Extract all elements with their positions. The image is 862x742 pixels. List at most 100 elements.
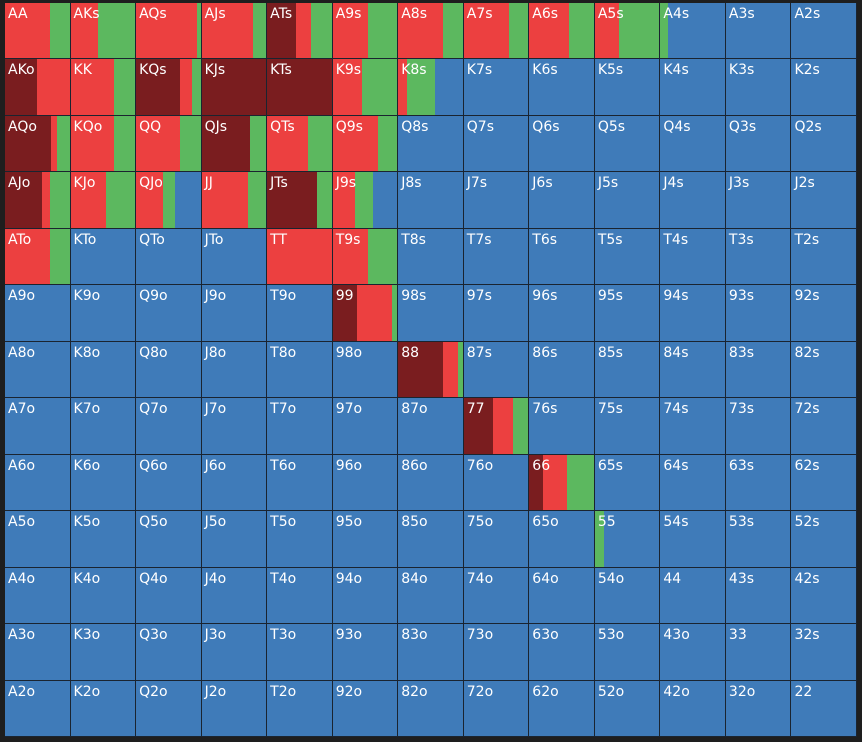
- hand-cell[interactable]: 74s: [660, 398, 726, 455]
- hand-cell[interactable]: Q6s: [529, 115, 595, 173]
- hand-cell[interactable]: A2o: [5, 680, 71, 737]
- hand-cell[interactable]: 55: [594, 511, 661, 568]
- hand-cell[interactable]: Q8s: [398, 115, 464, 173]
- hand-cell[interactable]: AJo: [5, 172, 71, 229]
- hand-cell[interactable]: A2s: [791, 3, 857, 60]
- hand-cell[interactable]: 32s: [791, 624, 857, 681]
- hand-cell[interactable]: 94s: [660, 285, 726, 342]
- hand-cell[interactable]: 43s: [725, 567, 792, 625]
- hand-cell[interactable]: AJs: [201, 3, 268, 60]
- hand-cell[interactable]: 42s: [791, 567, 857, 625]
- hand-cell[interactable]: 62s: [791, 454, 857, 512]
- hand-cell[interactable]: 86s: [529, 341, 595, 399]
- hand-cell[interactable]: 95s: [594, 285, 661, 342]
- hand-cell[interactable]: 93o: [332, 624, 399, 681]
- hand-cell[interactable]: T5o: [267, 511, 333, 568]
- hand-cell[interactable]: J8o: [201, 341, 268, 399]
- hand-cell[interactable]: K4o: [70, 567, 137, 625]
- hand-cell[interactable]: K2o: [70, 680, 137, 737]
- hand-cell[interactable]: Q7o: [136, 398, 202, 455]
- hand-cell[interactable]: A7s: [463, 3, 530, 60]
- hand-cell[interactable]: K7s: [463, 59, 530, 116]
- hand-cell[interactable]: 66: [529, 454, 595, 512]
- hand-cell[interactable]: J9o: [201, 285, 268, 342]
- hand-cell[interactable]: 65s: [594, 454, 661, 512]
- hand-cell[interactable]: 85s: [594, 341, 661, 399]
- hand-cell[interactable]: 76s: [529, 398, 595, 455]
- hand-cell[interactable]: A6s: [529, 3, 595, 60]
- hand-cell[interactable]: K8s: [398, 59, 464, 116]
- hand-cell[interactable]: A6o: [5, 454, 71, 512]
- hand-cell[interactable]: 92o: [332, 680, 399, 737]
- hand-cell[interactable]: 87s: [463, 341, 530, 399]
- hand-cell[interactable]: 54o: [594, 567, 661, 625]
- hand-cell[interactable]: J8s: [398, 172, 464, 229]
- hand-cell[interactable]: Q6o: [136, 454, 202, 512]
- hand-cell[interactable]: 22: [791, 680, 857, 737]
- hand-cell[interactable]: T2o: [267, 680, 333, 737]
- hand-cell[interactable]: Q4s: [660, 115, 726, 173]
- hand-cell[interactable]: T9o: [267, 285, 333, 342]
- hand-cell[interactable]: A8o: [5, 341, 71, 399]
- hand-cell[interactable]: T2s: [791, 228, 857, 286]
- hand-cell[interactable]: Q9s: [332, 115, 399, 173]
- hand-cell[interactable]: JJ: [201, 172, 268, 229]
- hand-cell[interactable]: 64s: [660, 454, 726, 512]
- hand-cell[interactable]: 83o: [398, 624, 464, 681]
- hand-cell[interactable]: 96o: [332, 454, 399, 512]
- hand-cell[interactable]: JTs: [267, 172, 333, 229]
- hand-cell[interactable]: J3o: [201, 624, 268, 681]
- hand-cell[interactable]: Q2o: [136, 680, 202, 737]
- hand-cell[interactable]: Q5o: [136, 511, 202, 568]
- hand-cell[interactable]: AQo: [5, 115, 71, 173]
- hand-cell[interactable]: J2s: [791, 172, 857, 229]
- hand-cell[interactable]: KK: [70, 59, 137, 116]
- hand-cell[interactable]: KTs: [267, 59, 333, 116]
- hand-cell[interactable]: 52s: [791, 511, 857, 568]
- hand-cell[interactable]: 65o: [529, 511, 595, 568]
- hand-cell[interactable]: JTo: [201, 228, 268, 286]
- hand-cell[interactable]: 83s: [725, 341, 792, 399]
- hand-cell[interactable]: 77: [463, 398, 530, 455]
- hand-cell[interactable]: 88: [398, 341, 464, 399]
- hand-cell[interactable]: KJs: [201, 59, 268, 116]
- hand-cell[interactable]: KJo: [70, 172, 137, 229]
- hand-cell[interactable]: 32o: [725, 680, 792, 737]
- hand-cell[interactable]: A5s: [594, 3, 661, 60]
- hand-cell[interactable]: QTo: [136, 228, 202, 286]
- hand-cell[interactable]: 73o: [463, 624, 530, 681]
- hand-cell[interactable]: AA: [5, 3, 71, 60]
- hand-cell[interactable]: T7o: [267, 398, 333, 455]
- hand-cell[interactable]: T6s: [529, 228, 595, 286]
- hand-cell[interactable]: T8o: [267, 341, 333, 399]
- hand-cell[interactable]: 84s: [660, 341, 726, 399]
- hand-cell[interactable]: A4o: [5, 567, 71, 625]
- hand-cell[interactable]: K5s: [594, 59, 661, 116]
- hand-cell[interactable]: 97s: [463, 285, 530, 342]
- hand-cell[interactable]: J2o: [201, 680, 268, 737]
- hand-cell[interactable]: A9o: [5, 285, 71, 342]
- hand-cell[interactable]: T7s: [463, 228, 530, 286]
- hand-cell[interactable]: J4o: [201, 567, 268, 625]
- hand-cell[interactable]: K6o: [70, 454, 137, 512]
- hand-cell[interactable]: 44: [660, 567, 726, 625]
- hand-cell[interactable]: K8o: [70, 341, 137, 399]
- hand-cell[interactable]: A3s: [725, 3, 792, 60]
- hand-cell[interactable]: T4o: [267, 567, 333, 625]
- hand-cell[interactable]: 33: [725, 624, 792, 681]
- hand-cell[interactable]: T6o: [267, 454, 333, 512]
- hand-cell[interactable]: 43o: [660, 624, 726, 681]
- hand-cell[interactable]: Q3o: [136, 624, 202, 681]
- hand-cell[interactable]: QQ: [136, 115, 202, 173]
- hand-cell[interactable]: 86o: [398, 454, 464, 512]
- hand-cell[interactable]: 73s: [725, 398, 792, 455]
- hand-cell[interactable]: Q3s: [725, 115, 792, 173]
- hand-cell[interactable]: K9s: [332, 59, 399, 116]
- hand-cell[interactable]: K3o: [70, 624, 137, 681]
- hand-cell[interactable]: J5o: [201, 511, 268, 568]
- hand-cell[interactable]: T3o: [267, 624, 333, 681]
- hand-cell[interactable]: 53o: [594, 624, 661, 681]
- hand-cell[interactable]: K4s: [660, 59, 726, 116]
- hand-cell[interactable]: 82s: [791, 341, 857, 399]
- hand-cell[interactable]: A9s: [332, 3, 399, 60]
